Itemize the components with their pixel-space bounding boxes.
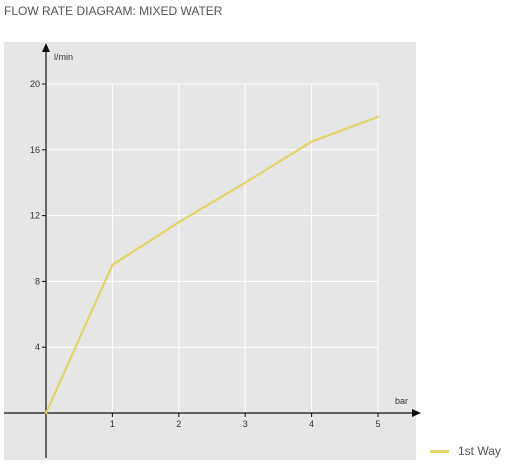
grid-lines [46,83,379,413]
y-axis-label: l/min [54,52,73,62]
chart-title: FLOW RATE DIAGRAM: MIXED WATER [4,4,223,18]
x-tick-label: 1 [110,419,115,429]
legend-swatch [430,449,449,453]
plot-background [4,42,416,460]
legend: 1st Way [430,444,501,458]
series-lines [44,115,380,415]
axes [4,43,421,458]
x-tick-label: 5 [375,419,380,429]
y-axis-arrow [42,43,50,52]
x-tick-label: 2 [176,419,181,429]
y-tick-label: 4 [35,342,40,352]
x-tick-label: 3 [243,419,248,429]
x-axis-arrow [412,409,421,417]
y-tick-label: 20 [30,79,40,89]
y-tick-label: 16 [30,145,40,155]
x-axis-label: bar [395,396,408,406]
y-tick-label: 8 [35,276,40,286]
y-tick-label: 12 [30,211,40,221]
series-line-0 [44,115,380,415]
legend-label: 1st Way [458,444,501,458]
x-tick-label: 4 [309,419,314,429]
